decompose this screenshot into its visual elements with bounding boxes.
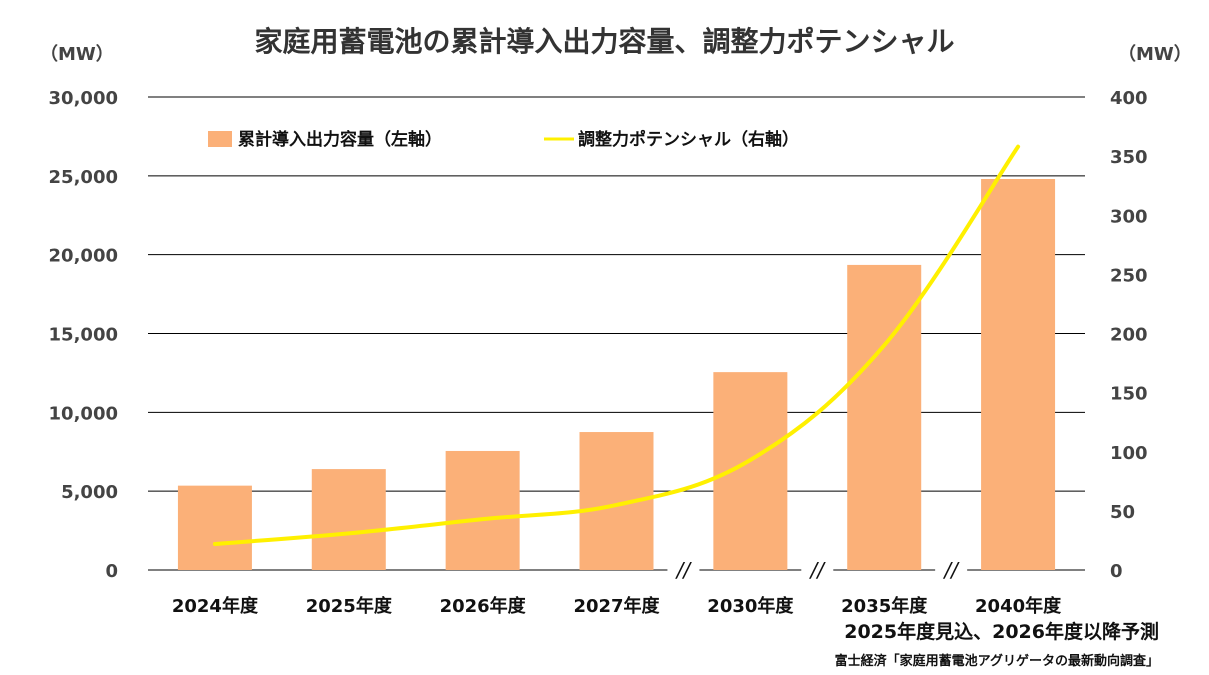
- forecast-note: 2025年度見込、2026年度以降予測: [844, 621, 1159, 643]
- legend: 累計導入出力容量（左軸） 調整力ポテンシャル（右軸）: [208, 129, 799, 150]
- category-label: 2026年度: [440, 595, 527, 617]
- bar: [981, 178, 1056, 570]
- bar: [311, 469, 386, 570]
- left-axis-unit: （MW）: [40, 44, 114, 65]
- axis-tick-labels: 0 5,000 10,000 15,000 20,000 25,000 30,000 0 50 1…: [49, 88, 1148, 617]
- right-axis-unit: （MW）: [1118, 44, 1192, 65]
- category-label: 2024年度: [172, 595, 259, 617]
- right-tick-label: 100: [1110, 443, 1148, 464]
- potential-line: [212, 144, 1021, 546]
- axis-break-gap: [801, 567, 834, 575]
- left-tick-label: 15,000: [49, 325, 118, 346]
- left-tick-label: 5,000: [61, 482, 118, 503]
- left-tick-label: 0: [105, 561, 118, 582]
- legend-bar-swatch: [208, 131, 232, 147]
- axis-break-gap: [935, 567, 968, 575]
- category-label: 2025年度: [306, 595, 393, 617]
- line-series: [212, 144, 1021, 546]
- left-tick-label: 20,000: [49, 246, 118, 267]
- right-tick-label: 350: [1110, 147, 1148, 168]
- left-tick-label: 10,000: [49, 403, 118, 424]
- right-tick-label: 400: [1110, 88, 1148, 109]
- category-label: 2030年度: [707, 595, 794, 617]
- axis-breaks: // // //: [667, 558, 968, 582]
- axis-break-mark: //: [942, 558, 960, 582]
- right-tick-label: 200: [1110, 325, 1148, 346]
- legend-bar-label: 累計導入出力容量（左軸）: [238, 129, 442, 150]
- right-tick-label: 300: [1110, 206, 1148, 227]
- right-tick-label: 50: [1110, 502, 1135, 523]
- axis-break-mark: //: [809, 558, 827, 582]
- category-label: 2035年度: [841, 595, 928, 617]
- axis-break-gap: [667, 567, 700, 575]
- axis-break-mark: //: [675, 558, 693, 582]
- category-label: 2027年度: [573, 595, 660, 617]
- gridlines: [148, 96, 1085, 571]
- source-note: 富士経済「家庭用蓄電池アグリゲータの最新動向調査」: [834, 654, 1159, 669]
- category-label: 2040年度: [975, 595, 1062, 617]
- right-tick-label: 150: [1110, 384, 1148, 405]
- right-tick-label: 250: [1110, 265, 1148, 286]
- left-tick-label: 30,000: [49, 88, 118, 109]
- bar: [445, 450, 520, 570]
- bar: [177, 485, 252, 570]
- left-tick-label: 25,000: [49, 167, 118, 188]
- bar: [713, 372, 788, 570]
- right-tick-label: 0: [1110, 561, 1123, 582]
- legend-line-label: 調整力ポテンシャル（右軸）: [578, 129, 799, 150]
- bar-series: [177, 178, 1056, 570]
- page-title: 家庭用蓄電池の累計導入出力容量、調整力ポテンシャル: [254, 25, 955, 58]
